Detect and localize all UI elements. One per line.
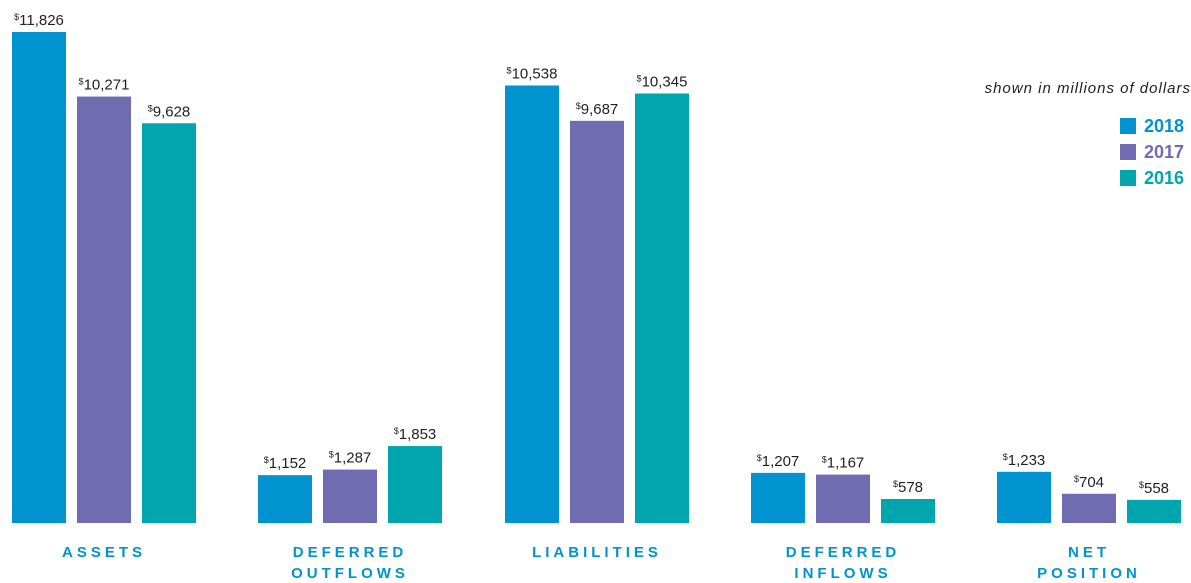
data-label-2018-1: $1,152 bbox=[264, 455, 307, 472]
data-label-2018-0: $11,826 bbox=[14, 12, 64, 29]
data-label-2017-1: $1,287 bbox=[329, 450, 372, 467]
category-label-4-1: POSITION bbox=[1037, 565, 1141, 582]
bar-2016-3 bbox=[881, 499, 935, 523]
legend-note: shown in millions of dollars bbox=[984, 80, 1191, 97]
bar-2018-3 bbox=[751, 472, 805, 523]
bar-2016-0 bbox=[142, 123, 196, 524]
bar-2016-2 bbox=[635, 93, 689, 524]
legend-label-2018: 2018 bbox=[1144, 115, 1185, 136]
data-label-2017-3: $1,167 bbox=[822, 455, 865, 472]
legend-swatch-2016 bbox=[1120, 170, 1136, 186]
category-label-3-0: DEFERRED bbox=[786, 544, 901, 561]
legend-item-2016: 2016 bbox=[985, 165, 1191, 191]
bar-2018-0 bbox=[12, 32, 66, 523]
data-label-2016-2: $10,345 bbox=[637, 73, 688, 90]
bar-2017-4 bbox=[1062, 493, 1116, 523]
legend-item-2018: 2018 bbox=[985, 113, 1191, 139]
data-label-2017-2: $9,687 bbox=[576, 101, 619, 118]
category-label-1-0: DEFERRED bbox=[293, 544, 408, 561]
bar-2017-2 bbox=[570, 120, 624, 523]
category-label-1-1: OUTFLOWS bbox=[291, 565, 409, 582]
data-label-2016-4: $558 bbox=[1139, 480, 1169, 497]
bar-2017-0 bbox=[77, 96, 131, 524]
data-label-2016-0: $9,628 bbox=[148, 103, 191, 120]
data-label-2017-4: $704 bbox=[1074, 474, 1104, 491]
bar-2016-4 bbox=[1127, 499, 1181, 523]
legend: shown in millions of dollars 2018 2017 2… bbox=[985, 80, 1191, 191]
category-label-4-0: NET bbox=[1068, 544, 1110, 561]
bar-2017-1 bbox=[323, 469, 377, 523]
category-label-0-0: ASSETS bbox=[62, 544, 146, 561]
legend-label-2016: 2016 bbox=[1144, 167, 1185, 188]
bar-2018-4 bbox=[997, 471, 1051, 523]
data-label-2016-3: $578 bbox=[893, 479, 923, 496]
data-label-2017-0: $10,271 bbox=[79, 77, 130, 94]
data-label-2018-3: $1,207 bbox=[757, 453, 800, 470]
legend-swatch-2018 bbox=[1120, 118, 1136, 134]
bar-2018-2 bbox=[505, 85, 559, 523]
data-label-2016-1: $1,853 bbox=[394, 426, 437, 443]
data-label-2018-4: $1,233 bbox=[1003, 452, 1046, 469]
bar-2018-1 bbox=[258, 475, 312, 523]
bar-2017-3 bbox=[816, 474, 870, 523]
legend-item-2017: 2017 bbox=[985, 139, 1191, 165]
data-label-2018-2: $10,538 bbox=[507, 65, 558, 82]
legend-label-2017: 2017 bbox=[1144, 141, 1185, 162]
category-label-3-1: INFLOWS bbox=[794, 565, 891, 582]
legend-swatch-2017 bbox=[1120, 144, 1136, 160]
category-label-2-0: LIABILITIES bbox=[532, 544, 662, 561]
bar-2016-1 bbox=[388, 446, 442, 523]
